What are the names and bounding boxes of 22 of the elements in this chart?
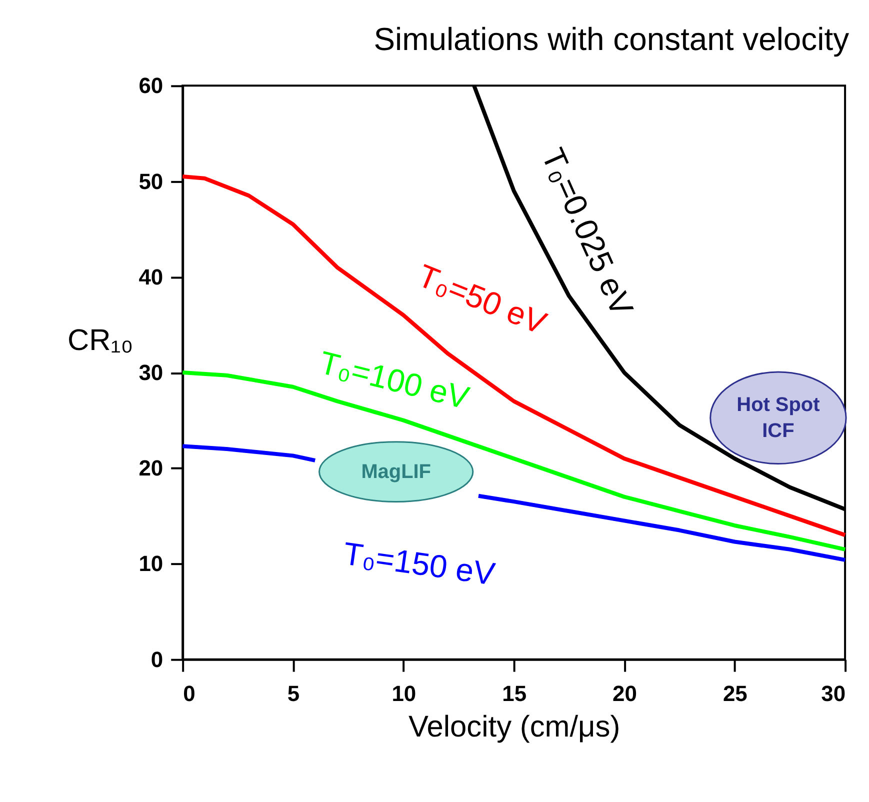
y-tick-label: 10: [138, 551, 164, 576]
x-tick-label: 30: [821, 680, 846, 706]
x-axis-title: Velocity (cm/μs): [408, 710, 620, 744]
x-tick-label: 15: [502, 680, 527, 706]
annotation: Hot Spot ICF: [736, 394, 820, 442]
y-tick-label: 0: [150, 646, 164, 672]
x-tick-label: 10: [392, 680, 416, 706]
y-tick-label: 30: [138, 360, 164, 385]
text: T₀=150 eV: [341, 535, 498, 592]
y-tick-label: 20: [138, 456, 164, 481]
y-tick-label: 40: [138, 264, 164, 290]
text: T₀=50 eV: [413, 257, 552, 342]
x-tick-label: 20: [612, 680, 637, 706]
x-tick-label: 5: [287, 680, 300, 706]
y-tick-label: 50: [138, 168, 164, 194]
x-tick-label: 25: [722, 680, 748, 706]
y-tick-label: 60: [138, 73, 164, 98]
y-axis-title: CR₁₀: [67, 324, 134, 357]
chart-title: Simulations with constant velocity: [374, 20, 850, 57]
annotation: MagLIF: [361, 460, 431, 483]
x-tick-label: 0: [183, 680, 196, 706]
text: T₀=100 eV: [316, 344, 474, 416]
